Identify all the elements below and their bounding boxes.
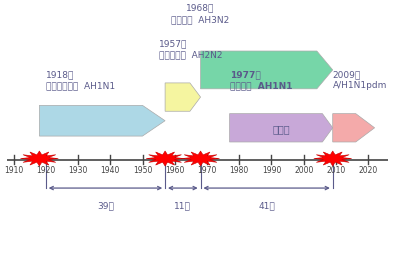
Text: 11年: 11年 — [174, 201, 191, 210]
Text: 1980: 1980 — [230, 166, 249, 175]
Text: 1957年
アジアかぜ  AH2N2: 1957年 アジアかぜ AH2N2 — [159, 39, 222, 59]
Text: 1977年
ソ連かぜ  AH1N1: 1977年 ソ連かぜ AH1N1 — [230, 70, 292, 90]
Polygon shape — [182, 151, 220, 166]
Text: 1910: 1910 — [4, 166, 23, 175]
Polygon shape — [333, 114, 375, 142]
Text: 再出現: 再出現 — [272, 124, 290, 134]
Text: 2000: 2000 — [294, 166, 313, 175]
Text: 41年: 41年 — [258, 201, 275, 210]
Polygon shape — [20, 151, 58, 166]
Polygon shape — [200, 51, 333, 89]
Text: 1940: 1940 — [101, 166, 120, 175]
Text: 1970: 1970 — [197, 166, 217, 175]
Polygon shape — [230, 114, 333, 142]
Text: 2010: 2010 — [326, 166, 346, 175]
Text: 1920: 1920 — [36, 166, 56, 175]
Text: 1950: 1950 — [133, 166, 152, 175]
Text: 1918年
スペインかぜ  AH1N1: 1918年 スペインかぜ AH1N1 — [46, 70, 115, 90]
Text: 1968年
香港かぜ  AH3N2: 1968年 香港かぜ AH3N2 — [172, 4, 230, 24]
Text: 1960: 1960 — [165, 166, 184, 175]
Text: 39年: 39年 — [97, 201, 114, 210]
Text: 2020: 2020 — [358, 166, 378, 175]
Polygon shape — [39, 105, 165, 136]
Polygon shape — [314, 151, 352, 166]
Text: 1930: 1930 — [68, 166, 88, 175]
Text: 2009年
A/H1N1pdm: 2009年 A/H1N1pdm — [333, 70, 387, 90]
Polygon shape — [146, 151, 184, 166]
Polygon shape — [165, 83, 200, 111]
Text: 1990: 1990 — [262, 166, 281, 175]
